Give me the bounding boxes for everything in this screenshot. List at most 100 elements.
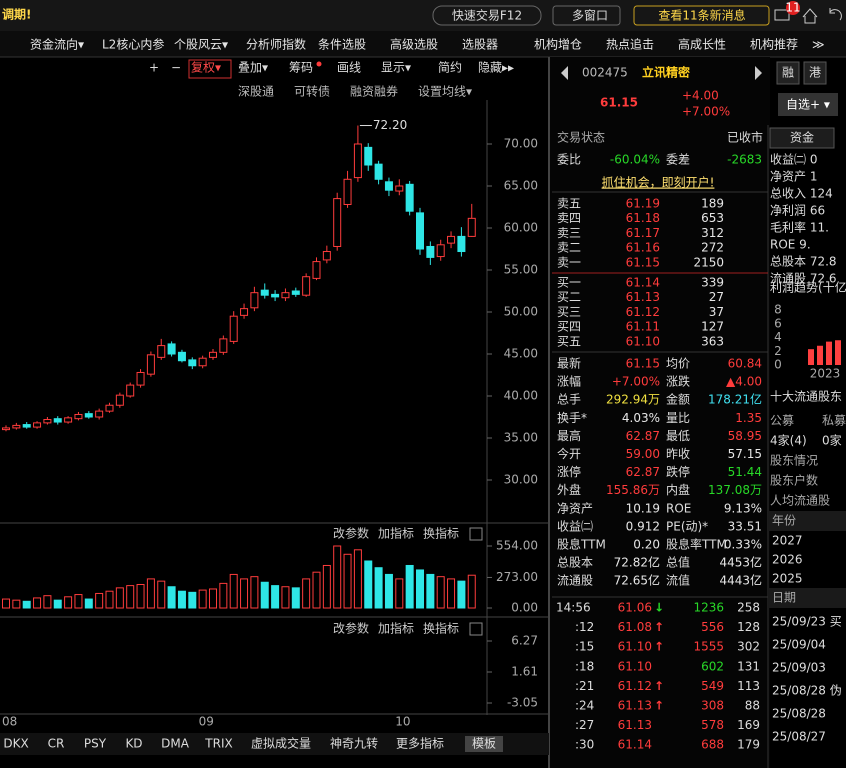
tick-volume: 556 [701,620,724,634]
margin-button[interactable]: 融 [782,66,794,80]
home-icon[interactable] [802,8,818,24]
chart-link[interactable]: 融资融券 [350,84,398,99]
toolbar-button[interactable]: 复权▾ [191,61,221,75]
indicator-tab[interactable]: TRIX [204,737,232,751]
indicator-tab[interactable]: DMA [161,737,190,751]
indicator-tab[interactable]: 模板 [472,737,496,751]
menu-item[interactable]: 分析师指数 [246,37,306,52]
tick-price: 61.10 [618,659,652,673]
panel-control[interactable]: 加指标 [378,621,414,636]
indicator-tab[interactable]: 神奇九转 [330,736,378,751]
menu-item[interactable]: 资金流向▾ [30,37,84,52]
y-tick-label: 554.00 [496,539,538,553]
button-label[interactable]: 多窗口 [572,9,608,23]
toolbar-button[interactable]: − [171,61,181,75]
indicator-tab[interactable]: KD [125,737,142,751]
tick-time: :12 [575,620,594,634]
menu-item[interactable]: 选股器 [462,38,498,52]
indicator-tab[interactable]: 更多指标 [396,736,444,751]
order-price: 61.16 [626,241,660,255]
volume-bar [219,582,228,609]
toolbar-button[interactable]: 画线 [337,61,361,75]
volume-bar [115,587,124,609]
y-tick-label: 55.00 [504,263,538,277]
back-icon[interactable] [829,8,842,21]
menu-item[interactable]: L2核心内参 [102,37,164,52]
date-cell: 25/09/04 [772,638,826,652]
close-button[interactable] [469,622,483,636]
volume-bar [157,580,166,609]
menu-item[interactable]: 高级选股 [390,37,438,52]
button-label[interactable]: 查看11条新消息 [658,8,745,23]
menu-item[interactable]: 热点追击 [606,37,654,52]
button-label[interactable]: 快速交易F12 [452,8,522,23]
menu-item[interactable]: ≫ [812,38,825,52]
stat-label: 总股本 [557,556,593,570]
fund-count: 4家(4) [770,433,807,448]
next-arrow[interactable] [755,66,762,80]
menu-item[interactable]: 高成长性 [678,37,726,52]
button[interactable] [778,93,838,116]
order-price: 61.17 [626,226,660,240]
y-tick-label: 8 [774,303,782,317]
candle-body [188,359,197,367]
mail-icon[interactable] [774,9,790,21]
toolbar-button[interactable]: 叠加▾ [238,61,268,75]
button[interactable] [633,5,770,26]
hk-button[interactable]: 港 [809,66,821,80]
tick-price: 61.14 [618,738,652,752]
indicator-tab[interactable]: CR [48,737,65,751]
candle-body [22,424,31,428]
promo-link[interactable]: 抓住机会，即刻开户! [602,175,715,190]
order-price: 61.11 [626,320,660,334]
indicator-tab[interactable]: PSY [84,737,107,751]
toolbar-button[interactable]: + [149,61,159,75]
chart-link[interactable]: 可转债 [294,84,330,99]
menu-item[interactable]: 机构增仓 [534,37,582,52]
chart-link[interactable]: 设置均线▾ [418,85,472,99]
menu-item[interactable]: 个股风云▾ [174,38,228,52]
panel-control[interactable]: 加指标 [378,526,414,541]
chart-link[interactable]: 深股通 [238,85,274,99]
panel-control[interactable]: 改参数 [333,526,369,541]
order-volume: 27 [709,290,724,304]
tab-active[interactable] [465,736,503,752]
panel-control[interactable]: 换指标 [423,621,459,636]
stat-label: PE(动)* [666,519,708,533]
toolbar-button[interactable]: 显示▾ [381,61,411,75]
toolbar-button[interactable]: 简约 [438,60,462,75]
label: -2683 [727,153,762,167]
year-cell: 2025 [772,572,803,586]
menu-item[interactable]: 机构推荐 [750,37,798,52]
header-row [768,588,846,608]
stat-label: 最高 [557,428,581,443]
fundamental-row: ROE 9. [770,238,811,252]
candle-body [136,371,145,386]
prev-arrow[interactable] [561,66,568,80]
candle-body [395,185,404,192]
tick-price: 61.08 [618,620,652,634]
panel-control[interactable]: 换指标 [423,526,459,541]
button[interactable] [188,59,232,79]
watch-button[interactable]: 自选+ ▾ [786,98,830,112]
close-button[interactable] [469,527,483,541]
button[interactable] [803,61,827,85]
volume-bar [322,564,331,609]
button[interactable] [432,5,542,26]
candle-body [302,276,311,296]
button[interactable] [776,61,800,85]
tab-label[interactable]: 资金 [790,130,814,145]
toolbar-button[interactable]: 筹码 [289,61,313,75]
menu-item[interactable]: 条件选股 [318,38,366,52]
order-volume: 339 [701,276,724,290]
tab[interactable] [769,127,835,149]
tick-price: 61.10 [618,640,652,654]
panel-control[interactable]: 改参数 [333,621,369,636]
stat-value: 0.912 [626,519,660,533]
order-price: 61.14 [626,276,660,290]
toolbar-button[interactable]: 隐藏▸▸ [478,61,514,75]
button[interactable] [552,5,621,26]
indicator-tab[interactable]: DKX [3,737,28,751]
indicator-tab[interactable]: 虚拟成交量 [251,736,311,751]
candle-body [322,251,331,261]
